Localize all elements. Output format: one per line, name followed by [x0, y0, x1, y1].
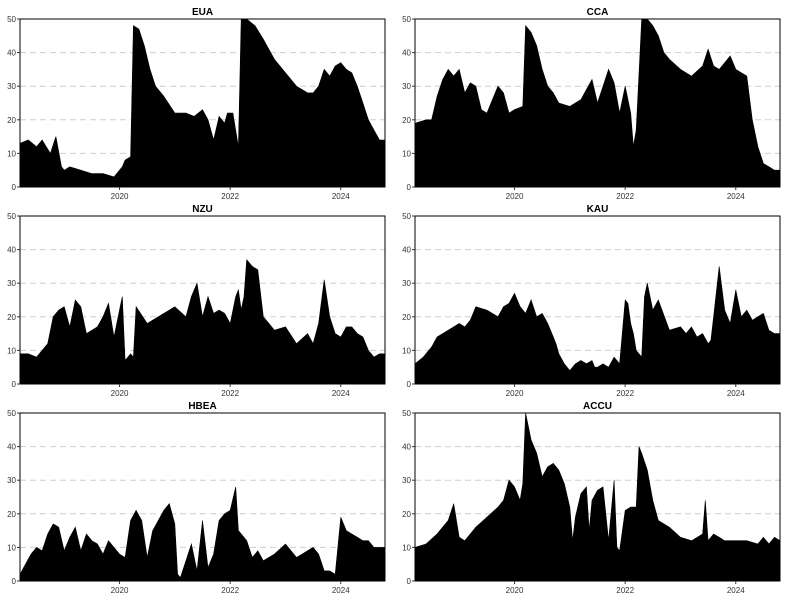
x-tick-label: 2020	[111, 586, 129, 595]
panel-cca: CCA 0 10 20 30 40 50 2020 2022 2024	[402, 7, 781, 201]
y-tick-label: 10	[7, 543, 16, 552]
x-tick-label: 2024	[332, 389, 350, 398]
panel-title: KAU	[587, 204, 609, 215]
x-tick-label: 2024	[727, 192, 745, 201]
y-tick-label: 0	[12, 380, 17, 389]
y-tick-label: 50	[402, 15, 411, 24]
y-tick-label: 50	[402, 212, 411, 221]
panel-title: ACCU	[583, 401, 612, 412]
x-tick-label: 2020	[111, 192, 129, 201]
plot-frame	[19, 215, 386, 385]
area-series-kau	[414, 266, 781, 385]
panel-kau: KAU 0 10 20 30 40 50 2020 2022 2024	[402, 204, 781, 398]
area-series-eua	[19, 18, 386, 188]
y-tick-label: 40	[402, 246, 411, 255]
y-tick-label: 20	[402, 510, 411, 519]
panel-accu: ACCU 0 10 20 30 40 50 2020 2022 2024	[402, 401, 781, 595]
x-tick-label: 2022	[221, 192, 239, 201]
plot-frame	[414, 412, 781, 582]
y-tick-label: 50	[7, 409, 16, 418]
y-tick-label: 50	[7, 212, 16, 221]
x-tick-label: 2024	[727, 389, 745, 398]
y-tick-label: 20	[7, 313, 16, 322]
x-tick-label: 2024	[332, 192, 350, 201]
y-tick-label: 40	[7, 49, 16, 58]
panel-eua: EUA 0 10 20 30 40 50 2020 2022 2024	[7, 7, 386, 201]
x-tick-label: 2020	[111, 389, 129, 398]
y-tick-label: 30	[402, 476, 411, 485]
x-tick-label: 2020	[506, 586, 524, 595]
y-tick-label: 30	[402, 279, 411, 288]
y-tick-label: 40	[7, 443, 16, 452]
y-tick-label: 20	[402, 313, 411, 322]
y-tick-label: 0	[407, 380, 412, 389]
y-tick-label: 20	[7, 116, 16, 125]
area-series-accu	[414, 412, 781, 582]
y-tick-label: 30	[7, 82, 16, 91]
y-tick-label: 30	[7, 279, 16, 288]
y-tick-label: 20	[402, 116, 411, 125]
y-tick-label: 30	[402, 82, 411, 91]
y-tick-label: 10	[402, 346, 411, 355]
plot-frame	[19, 412, 386, 582]
y-tick-label: 40	[402, 49, 411, 58]
y-tick-label: 50	[7, 15, 16, 24]
panel-nzu: NZU 0 10 20 30 40 50 2020 2022 2024	[7, 204, 386, 398]
area-series-nzu	[19, 258, 386, 385]
y-tick-label: 0	[12, 577, 17, 586]
plot-frame	[414, 215, 781, 385]
x-tick-label: 2024	[332, 586, 350, 595]
y-tick-label: 0	[407, 183, 412, 192]
panel-title: HBEA	[188, 401, 216, 412]
y-tick-label: 10	[7, 346, 16, 355]
y-tick-label: 40	[7, 246, 16, 255]
area-series-cca	[414, 18, 781, 188]
panel-title: CCA	[587, 7, 609, 18]
y-tick-label: 10	[402, 149, 411, 158]
y-tick-label: 50	[402, 409, 411, 418]
area-series-hbea	[19, 486, 386, 582]
y-tick-label: 20	[7, 510, 16, 519]
y-tick-label: 40	[402, 443, 411, 452]
y-tick-label: 0	[407, 577, 412, 586]
x-tick-label: 2020	[506, 389, 524, 398]
x-tick-label: 2022	[616, 586, 634, 595]
y-tick-label: 10	[7, 149, 16, 158]
panel-hbea: HBEA 0 10 20 30 40 50 2020 2022 2024	[7, 401, 386, 595]
plot-frame	[19, 18, 386, 188]
x-tick-label: 2024	[727, 586, 745, 595]
panel-title: EUA	[192, 7, 213, 18]
x-tick-label: 2022	[221, 389, 239, 398]
y-tick-label: 0	[12, 183, 17, 192]
panel-title: NZU	[192, 204, 213, 215]
y-tick-label: 10	[402, 543, 411, 552]
x-tick-label: 2022	[616, 389, 634, 398]
x-tick-label: 2022	[221, 586, 239, 595]
plot-frame	[414, 18, 781, 188]
x-tick-label: 2020	[506, 192, 524, 201]
x-tick-label: 2022	[616, 192, 634, 201]
y-tick-label: 30	[7, 476, 16, 485]
